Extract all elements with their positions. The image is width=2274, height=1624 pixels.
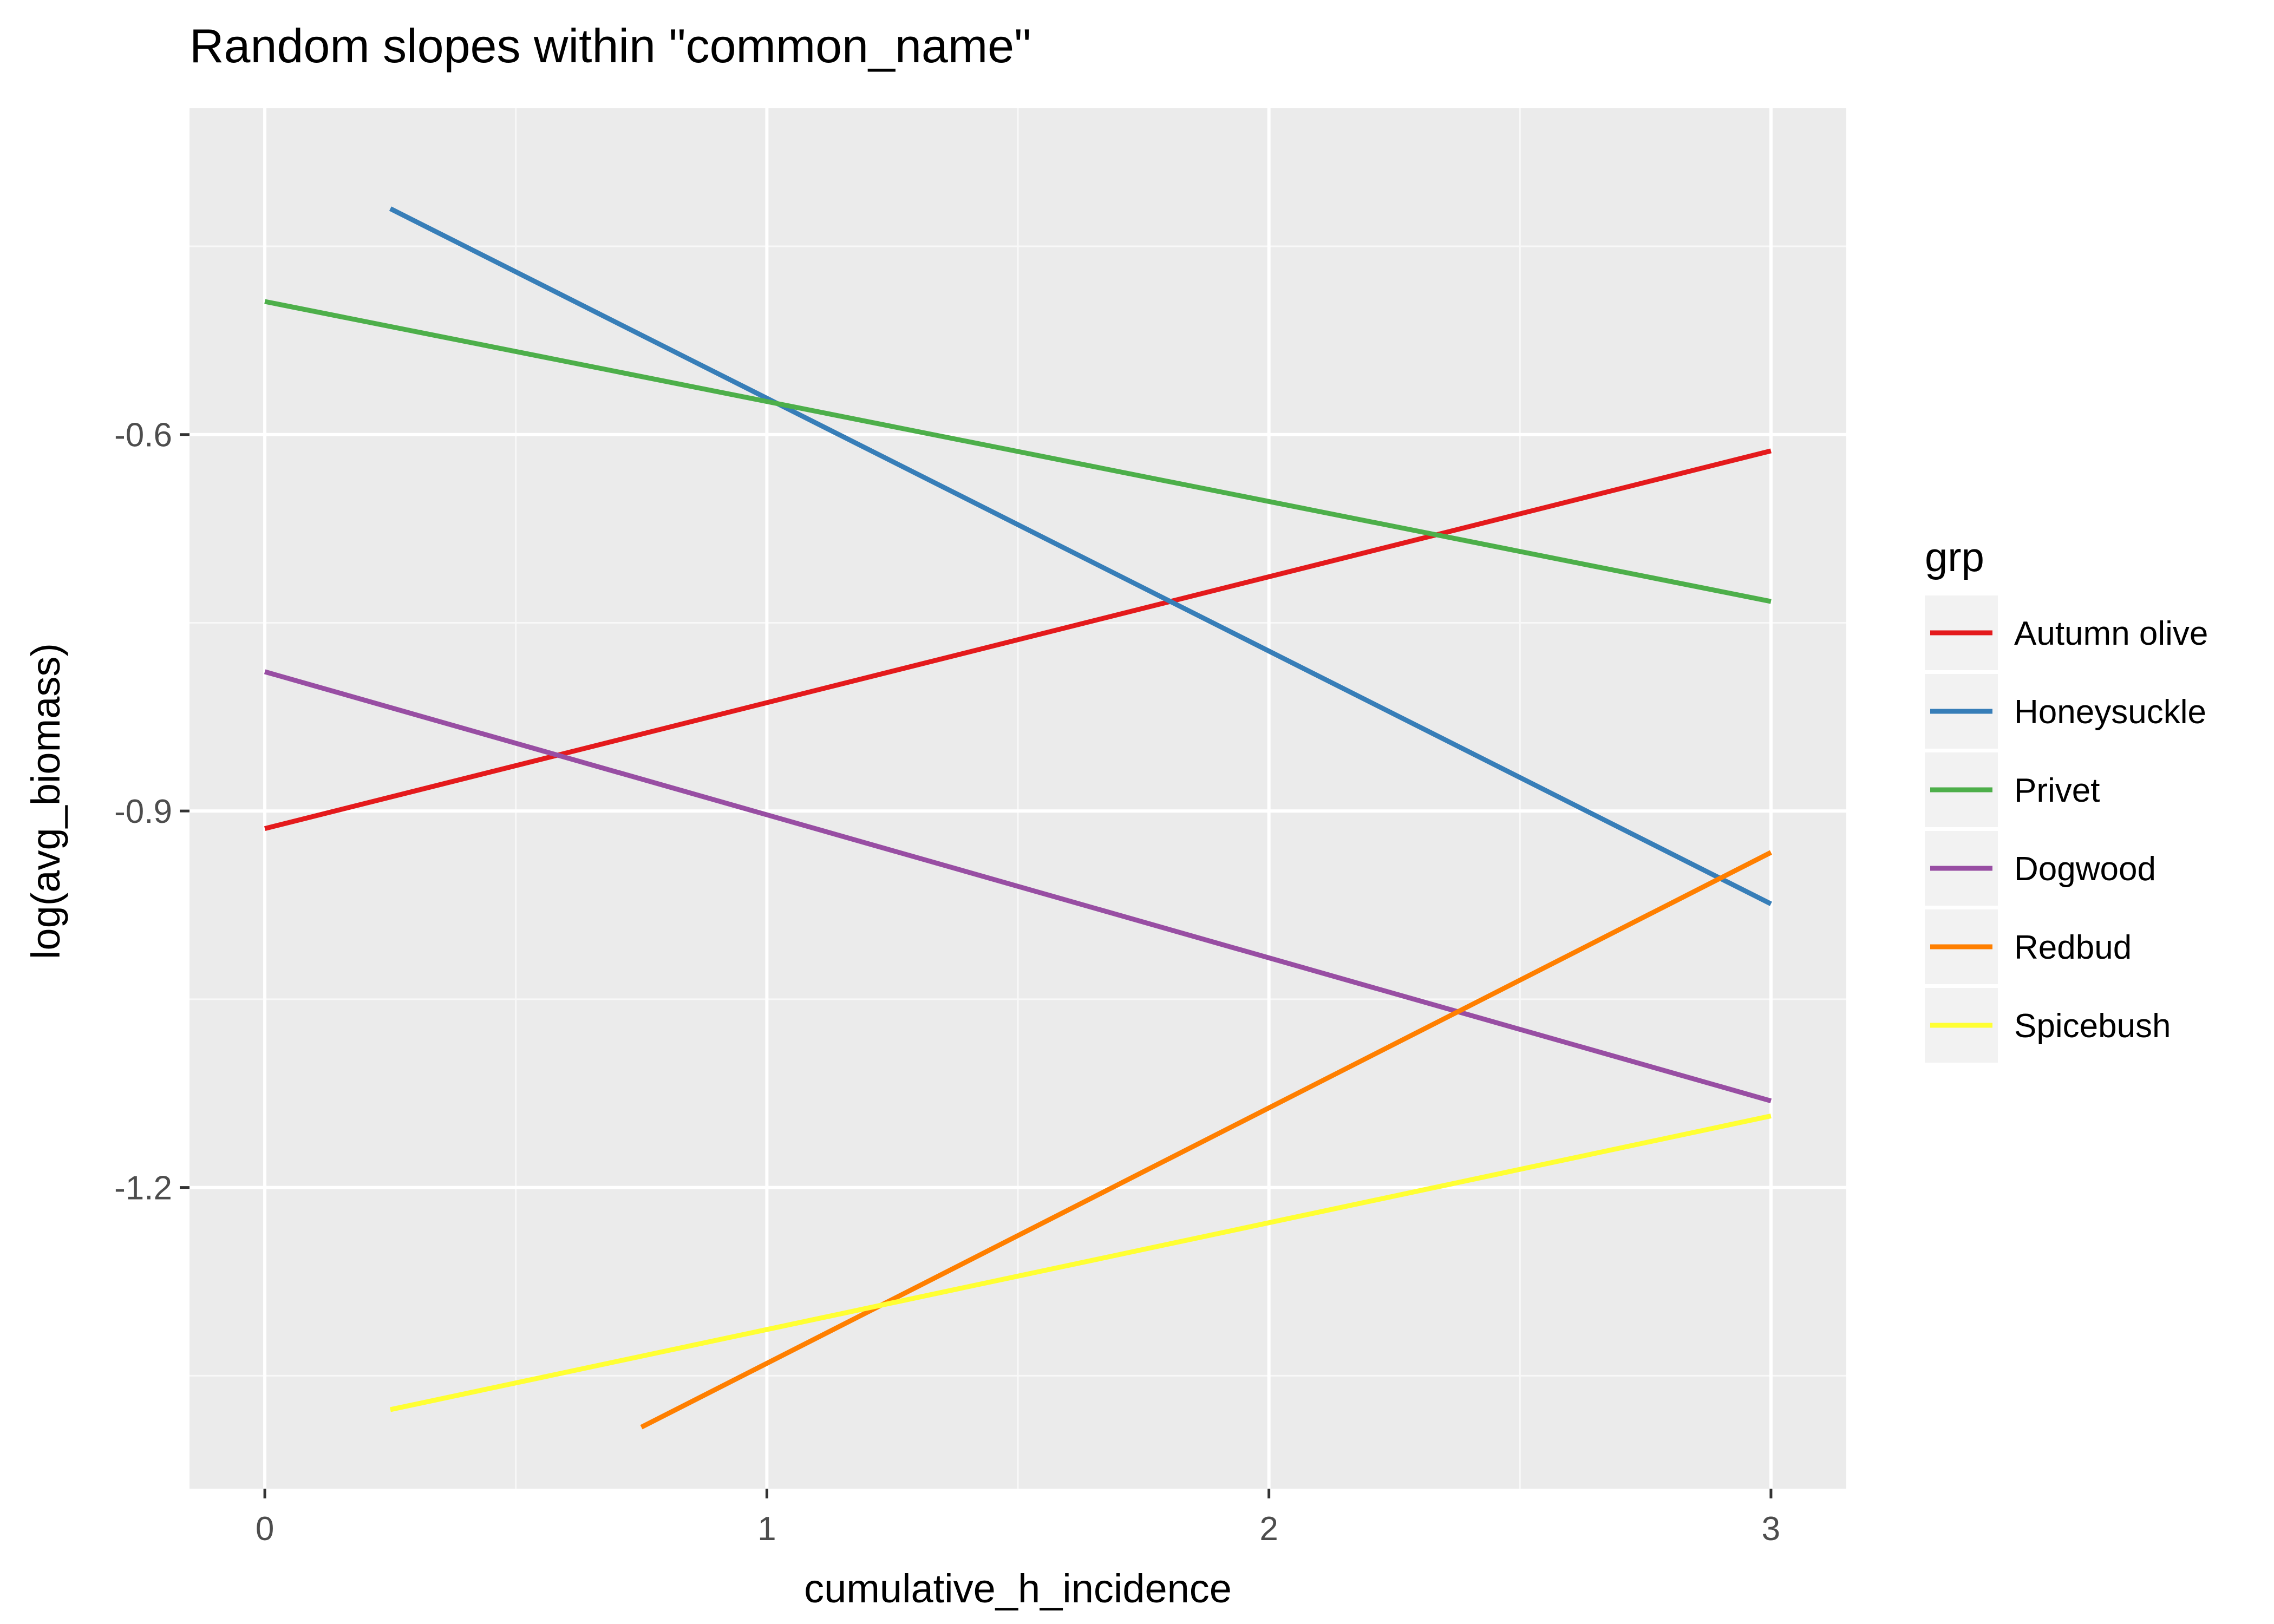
series-line-honeysuckle — [389, 206, 1772, 906]
x-axis-title: cumulative_h_incidence — [804, 1566, 1232, 1611]
series-line-dogwood — [264, 669, 1772, 1104]
x-axis: 0 1 2 3 — [256, 1489, 1780, 1548]
legend-items: Autumn olive Honeysuckle Privet Dogwood Redb… — [1925, 595, 2208, 1063]
y-tick-label: -0.9 — [114, 793, 172, 830]
y-axis: -1.2 -0.9 -0.6 — [114, 417, 190, 1207]
series-line-redbud — [640, 850, 1772, 1430]
major-gridlines — [190, 108, 1846, 1489]
legend-label: Dogwood — [2014, 850, 2156, 888]
legend-label: Privet — [2014, 772, 2100, 809]
series-line-autumn-olive — [264, 448, 1772, 831]
legend-label: Spicebush — [2014, 1007, 2171, 1045]
legend-title: grp — [1925, 534, 1984, 580]
series-lines — [264, 206, 1772, 1430]
x-tick-label: 1 — [757, 1510, 776, 1548]
y-tick-label: -0.6 — [114, 417, 172, 454]
legend-label: Redbud — [2014, 929, 2132, 966]
legend-label: Honeysuckle — [2014, 693, 2206, 731]
series-line-privet — [264, 299, 1772, 604]
legend: grp Autumn olive Honeysuckle Privet Dogwood… — [1925, 534, 2208, 1063]
chart-title: Random slopes within "common_name" — [190, 19, 1031, 73]
minor-gridlines — [190, 108, 1846, 1489]
x-tick-label: 0 — [256, 1510, 274, 1548]
series-line-spicebush — [389, 1114, 1772, 1412]
y-tick-label: -1.2 — [114, 1170, 172, 1207]
x-tick-label: 2 — [1259, 1510, 1278, 1548]
legend-label: Autumn olive — [2014, 615, 2208, 652]
x-tick-label: 3 — [1762, 1510, 1780, 1548]
y-axis-title: log(avg_biomass) — [23, 643, 68, 959]
